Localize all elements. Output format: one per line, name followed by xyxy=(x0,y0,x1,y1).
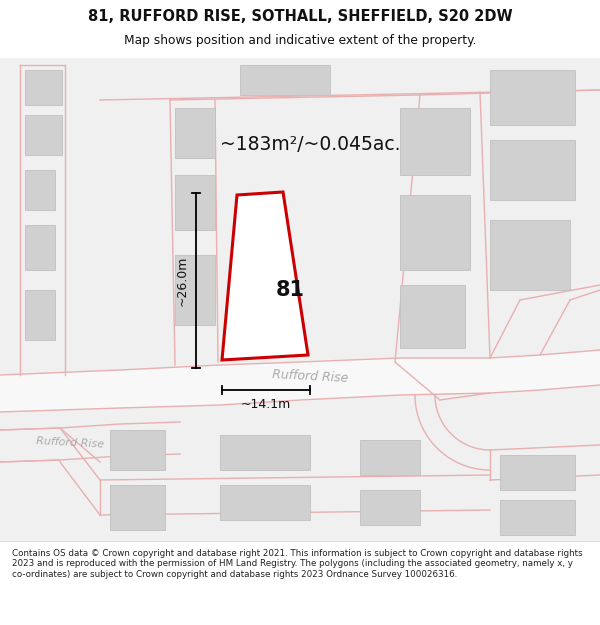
Text: Map shows position and indicative extent of the property.: Map shows position and indicative extent… xyxy=(124,34,476,47)
Text: 81: 81 xyxy=(275,280,305,300)
Polygon shape xyxy=(110,485,165,530)
Polygon shape xyxy=(222,192,308,360)
Polygon shape xyxy=(25,70,62,105)
Polygon shape xyxy=(500,500,575,535)
Text: ~26.0m: ~26.0m xyxy=(176,255,189,306)
Polygon shape xyxy=(25,225,55,270)
Polygon shape xyxy=(0,350,600,412)
Polygon shape xyxy=(25,170,55,210)
Polygon shape xyxy=(500,455,575,490)
Polygon shape xyxy=(360,490,420,525)
Text: ~14.1m: ~14.1m xyxy=(241,398,291,411)
Polygon shape xyxy=(175,108,215,158)
Polygon shape xyxy=(25,290,55,340)
Polygon shape xyxy=(175,255,215,325)
Polygon shape xyxy=(490,140,575,200)
Polygon shape xyxy=(175,175,215,230)
Polygon shape xyxy=(110,430,165,470)
Polygon shape xyxy=(25,115,62,155)
Text: Rufford Rise: Rufford Rise xyxy=(272,369,349,386)
Polygon shape xyxy=(400,195,470,270)
Polygon shape xyxy=(490,220,570,290)
Polygon shape xyxy=(490,70,575,125)
Text: Rufford Rise: Rufford Rise xyxy=(36,436,104,450)
Polygon shape xyxy=(400,285,465,348)
Polygon shape xyxy=(400,108,470,175)
Polygon shape xyxy=(220,435,310,470)
Text: 81, RUFFORD RISE, SOTHALL, SHEFFIELD, S20 2DW: 81, RUFFORD RISE, SOTHALL, SHEFFIELD, S2… xyxy=(88,9,512,24)
Polygon shape xyxy=(240,65,330,95)
Polygon shape xyxy=(360,440,420,475)
Text: ~183m²/~0.045ac.: ~183m²/~0.045ac. xyxy=(220,136,401,154)
Polygon shape xyxy=(220,485,310,520)
Text: Contains OS data © Crown copyright and database right 2021. This information is : Contains OS data © Crown copyright and d… xyxy=(12,549,583,579)
